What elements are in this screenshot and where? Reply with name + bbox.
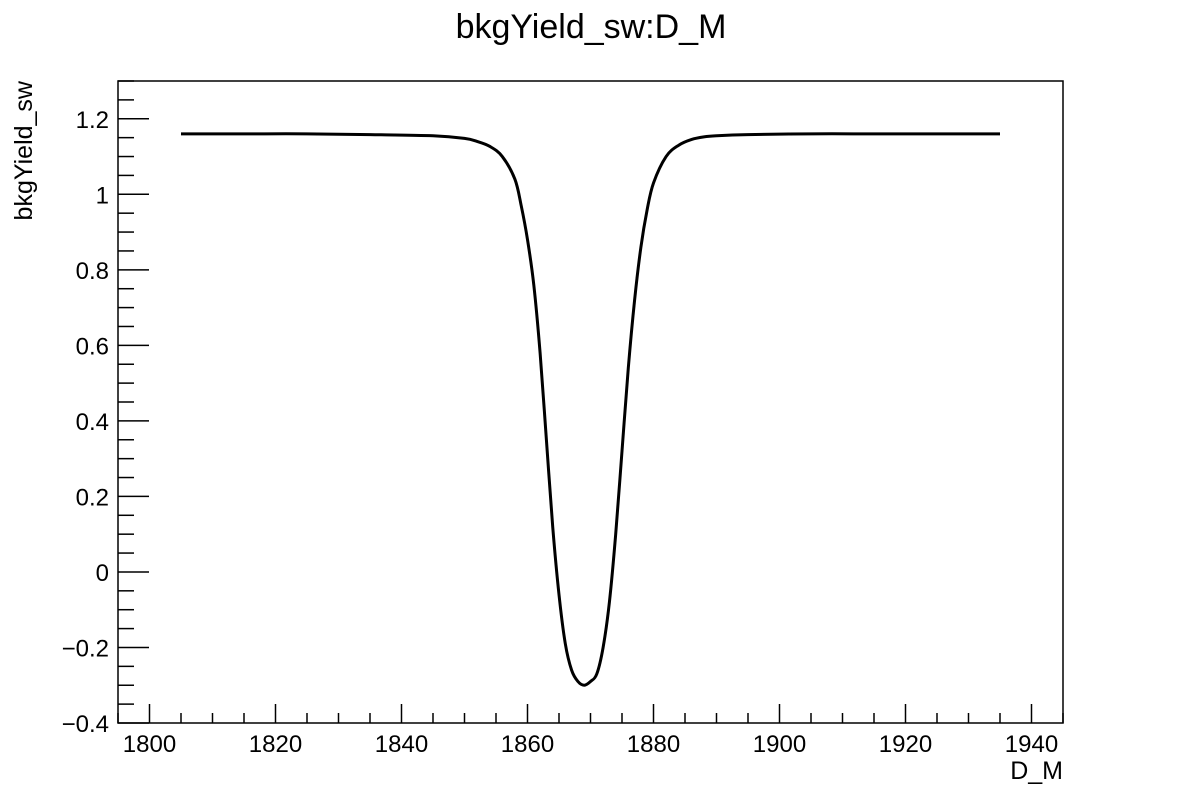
y-tick-label: 0.8 (76, 258, 109, 285)
y-tick-label: 0.4 (76, 409, 109, 436)
y-tick-label: 0.6 (76, 333, 109, 360)
y-tick-label: −0.4 (62, 711, 109, 738)
x-tick-label: 1880 (627, 731, 680, 758)
series-line (181, 132, 1000, 687)
y-tick-label: 0.2 (76, 484, 109, 511)
x-tick-label: 1900 (753, 731, 806, 758)
plot-frame (117, 80, 1064, 724)
y-tick-label: 0 (96, 560, 109, 587)
x-axis-label: D_M (1010, 757, 1063, 785)
y-tick-label: 1.2 (76, 107, 109, 134)
x-tick-label: 1860 (501, 731, 554, 758)
chart-title: bkgYield_sw:D_M (456, 8, 727, 46)
x-tick-label: 1940 (1005, 731, 1058, 758)
y-axis: −0.4 −0.2 0 0.2 0.4 0.6 0.8 1 1.2 (62, 80, 149, 738)
x-tick-label: 1800 (123, 731, 176, 758)
x-tick-label: 1840 (375, 731, 428, 758)
y-tick-label: −0.2 (62, 635, 109, 662)
x-tick-label: 1920 (879, 731, 932, 758)
y-axis-label: bkgYield_sw (10, 80, 38, 220)
x-tick-label: 1820 (249, 731, 302, 758)
x-axis: 1800 1820 1840 1860 1880 1900 1920 1940 (117, 704, 1064, 758)
y-tick-label: 1 (96, 182, 109, 209)
